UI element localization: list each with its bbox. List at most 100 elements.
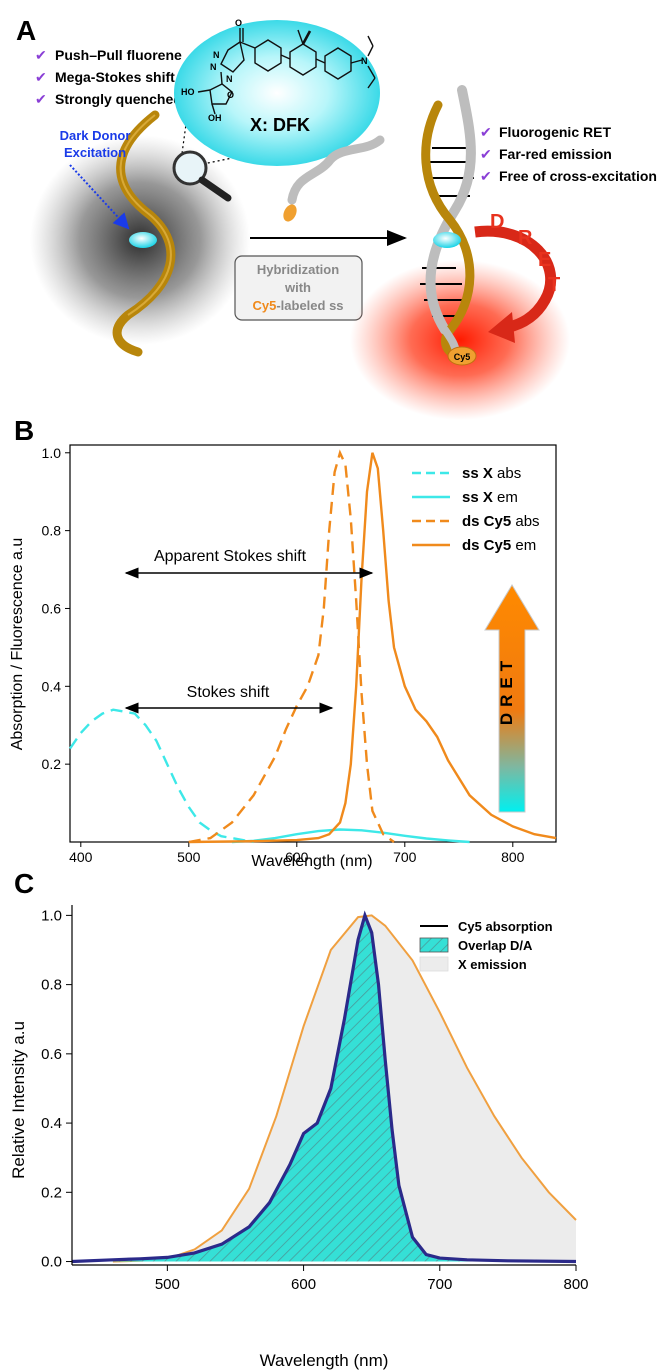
atom-label: O — [235, 18, 242, 28]
dret-arrow-label: DRET — [497, 655, 516, 725]
legend-entry-bold: ds Cy5 — [462, 513, 511, 530]
cy5-strand — [283, 135, 385, 222]
legend-entry-rest: em — [511, 537, 536, 554]
overlap-area — [72, 915, 576, 1262]
legend-entry: Overlap D/A — [458, 938, 533, 953]
dfk-molecule — [197, 28, 376, 115]
chart-c-ylabel: Relative Intensity a.u — [9, 1021, 28, 1179]
hyb-text-rest: -labeled ss — [276, 298, 343, 313]
dfk-marker — [129, 232, 157, 248]
y-tick-label: 0.0 — [41, 1254, 62, 1271]
check-icon: ✔ — [480, 124, 492, 140]
y-tick-label: 0.6 — [42, 600, 62, 616]
dark-donor-text: Excitation — [64, 145, 126, 160]
panel-c: C 500 600 700 800 0.0 0.2 0.4 0.6 0.8 1.0 Wavelen… — [9, 868, 589, 1370]
dret-letter: T — [548, 274, 560, 296]
single-strand-helix — [112, 110, 176, 357]
series-line-ds-cy5-abs — [188, 449, 395, 844]
dfk-marker — [433, 232, 461, 248]
panel-b-label: B — [14, 415, 34, 446]
y-tick-label: 0.2 — [42, 756, 62, 772]
right-bullet: Far-red emission — [499, 146, 612, 162]
check-icon: ✔ — [480, 146, 492, 162]
x-tick-label: 400 — [69, 849, 93, 865]
series-line-ds-cy5-em — [188, 452, 557, 844]
dret-letter: R — [518, 227, 533, 249]
x-tick-label: 800 — [501, 849, 525, 865]
panel-a: A ✔ Push–Pull fluorene ✔ Mega-Stokes shi… — [16, 15, 657, 420]
series-line-ss-x-em — [231, 828, 470, 844]
chart-c: 500 600 700 800 0.0 0.2 0.4 0.6 0.8 1.0 Wavelengt… — [9, 905, 589, 1370]
right-bullet: Fluorogenic RET — [499, 124, 611, 140]
double-strand-helix — [420, 85, 476, 360]
x-tick-label: 700 — [393, 849, 417, 865]
left-bullet: Strongly quenched — [55, 91, 182, 107]
legend-entry-rest: abs — [511, 513, 539, 530]
atom-label: N — [210, 62, 217, 72]
stokes-shift-label: Stokes shift — [187, 684, 270, 701]
chart-c-legend: Cy5 absorption Overlap D/A X emission — [419, 919, 553, 972]
cy5-tag — [447, 346, 477, 366]
chart-b-frame — [69, 444, 557, 843]
chart-b: 400 500 600 700 800 0.2 0.4 0.6 0.8 1.0 Wavelengt… — [9, 444, 557, 870]
chart-b-series — [69, 449, 557, 844]
chart-b-xlabel: Wavelength (nm) — [251, 853, 372, 870]
y-tick-label: 1.0 — [42, 445, 62, 461]
x-tick-label: 500 — [155, 1276, 180, 1293]
x-tick-label: 700 — [427, 1276, 452, 1293]
legend-entry-bold: ss X — [462, 489, 493, 506]
x-emission-line — [112, 914, 577, 1263]
chart-c-ticks: 500 600 700 800 0.0 0.2 0.4 0.6 0.8 1.0 — [41, 907, 588, 1293]
y-tick-label: 0.2 — [41, 1184, 62, 1201]
legend-entry: ds Cy5 abs — [462, 513, 540, 530]
y-tick-label: 0.6 — [41, 1046, 62, 1063]
red-emission-glow — [350, 260, 570, 420]
atom-label: N — [213, 50, 220, 60]
atom-label: OH — [208, 113, 222, 123]
legend-entry: Cy5 absorption — [458, 919, 553, 934]
bubble-label: X: DFK — [250, 115, 310, 135]
legend-entry: ss X em — [462, 489, 518, 506]
left-bullet: Push–Pull fluorene — [55, 47, 182, 63]
legend-swatch — [419, 956, 449, 972]
x-tick-label: 600 — [285, 849, 309, 865]
x-tick-label: 600 — [291, 1276, 316, 1293]
chart-b-ticks: 400 500 600 700 800 0.2 0.4 0.6 0.8 1.0 — [42, 445, 525, 865]
x-tick-label: 500 — [177, 849, 201, 865]
y-tick-label: 0.8 — [41, 977, 62, 994]
y-tick-label: 0.8 — [42, 523, 62, 539]
y-tick-label: 0.4 — [41, 1115, 62, 1132]
chart-b-ylabel: Absorption / Fluorescence a.u — [9, 538, 26, 751]
legend-entry-rest: abs — [493, 465, 521, 482]
left-bullet-list: ✔ Push–Pull fluorene ✔ Mega-Stokes shift… — [35, 47, 182, 107]
series-line-ss-x-abs — [69, 708, 254, 844]
panel-b: B 400 500 600 700 800 0.2 0.4 0.6 0.8 1.0 Wavelen… — [9, 415, 557, 870]
check-icon: ✔ — [35, 91, 47, 107]
left-bullet: Mega-Stokes shift — [55, 69, 175, 85]
molecule-atom-labels: N N N HO O OH O N — [181, 18, 368, 123]
legend-entry: X emission — [458, 957, 527, 972]
legend-entry-rest: em — [493, 489, 518, 506]
molecule-bubble — [174, 20, 380, 166]
legend-swatch — [419, 937, 449, 953]
check-icon: ✔ — [480, 168, 492, 184]
check-icon: ✔ — [35, 69, 47, 85]
check-icon: ✔ — [35, 47, 47, 63]
dret-gradient-arrow — [484, 584, 540, 813]
x-tick-label: 800 — [563, 1276, 588, 1293]
atom-label: N — [226, 74, 233, 84]
chart-c-xlabel: Wavelength (nm) — [260, 1351, 389, 1370]
legend-entry: ds Cy5 em — [462, 537, 536, 554]
panel-c-label: C — [14, 868, 34, 899]
chart-c-series — [71, 910, 577, 1264]
dret-letter: D — [490, 211, 504, 233]
atom-label: O — [227, 90, 234, 100]
legend-entry: ss X abs — [462, 465, 521, 482]
cy5-absorption-line — [71, 910, 577, 1264]
hyb-text: with — [284, 280, 311, 295]
hyb-cy5: Cy5 — [252, 298, 276, 313]
hyb-text: Cy5-labeled ss — [252, 298, 343, 313]
dret-letter: E — [538, 249, 551, 271]
y-tick-label: 0.4 — [42, 678, 62, 694]
